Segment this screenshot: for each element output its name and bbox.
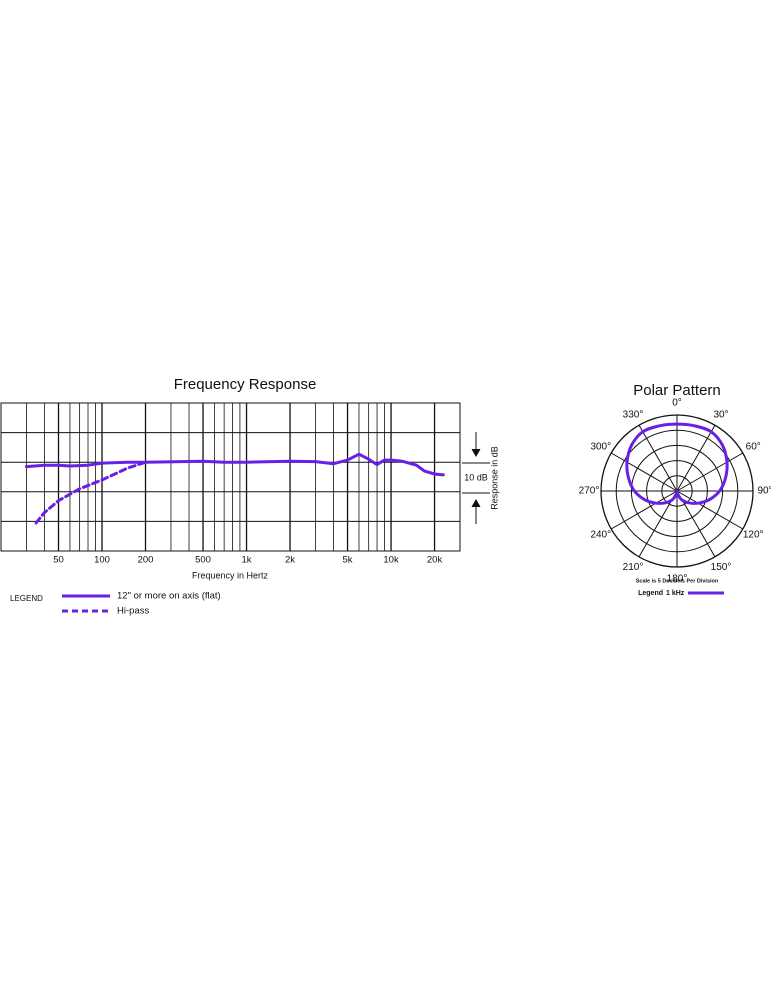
grid-spoke (610, 452, 678, 492)
x-axis-label: Frequency in Hertz (192, 570, 269, 580)
scale-marker (462, 432, 490, 524)
grid-spoke (676, 490, 744, 530)
grid-spoke (676, 452, 744, 492)
polar-curve (625, 422, 729, 505)
x-tick-label: 10k (383, 555, 399, 566)
grid-spoke (638, 424, 678, 492)
theta-tick-label: 30° (713, 409, 728, 420)
x-tick-label: 200 (138, 555, 154, 566)
x-tick-label: 20k (427, 555, 443, 566)
theta-tick-label: 210° (623, 562, 644, 573)
theta-tick-label: 270° (579, 486, 600, 497)
chart-title: Frequency Response (174, 376, 317, 393)
theta-tick-label: 240° (590, 530, 611, 541)
theta-tick-label: 120° (743, 530, 764, 541)
line-series (34, 460, 147, 525)
scale-annotation: 10 dB (464, 472, 488, 482)
grid-spoke (610, 490, 678, 530)
legend-title: LEGEND (10, 594, 43, 603)
legend-title: Legend (638, 590, 663, 597)
x-tick-label: 5k (343, 555, 353, 566)
theta-tick-label: 300° (590, 442, 611, 453)
x-tick-label: 50 (53, 555, 64, 566)
theta-tick-label: 180° (667, 574, 688, 585)
x-tick-label: 500 (195, 555, 211, 566)
x-tick-label: 100 (94, 555, 110, 566)
line-series (24, 452, 445, 477)
theta-tick-label: 60° (746, 442, 761, 453)
chart-title: Polar Pattern (633, 382, 721, 399)
plot-frame (0, 402, 461, 552)
legend-label: 12" or more on axis (flat) (117, 591, 221, 602)
theta-tick-label: 150° (711, 562, 732, 573)
scale-note: Scale is 5 Decibels Per Division (636, 578, 719, 584)
theta-tick-label: 0° (672, 398, 682, 409)
theta-tick-label: 330° (623, 409, 644, 420)
legend-label: 1 kHz (666, 590, 685, 597)
x-tick-label: 2k (285, 555, 295, 566)
y-axis-label: Response in dB (489, 446, 499, 510)
x-tick-label: 1k (242, 555, 252, 566)
theta-tick-label: 90° (757, 486, 771, 497)
grid-spoke (676, 424, 716, 492)
legend-label: Hi-pass (117, 606, 149, 617)
